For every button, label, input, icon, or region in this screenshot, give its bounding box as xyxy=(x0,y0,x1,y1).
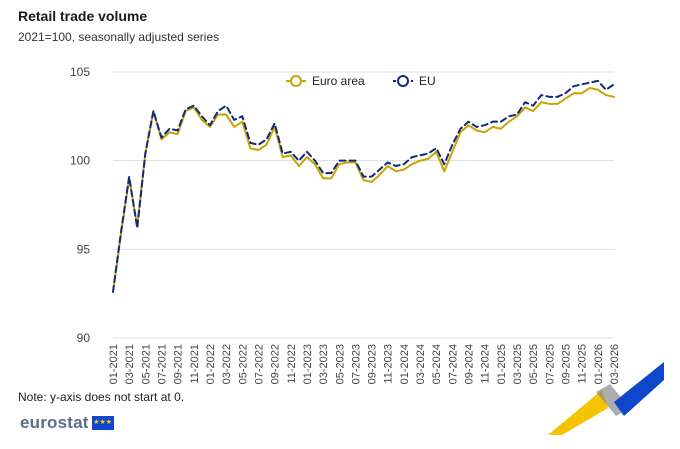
x-tick-label: 09-2024 xyxy=(464,344,476,384)
x-tick-label: 03-2024 xyxy=(415,344,427,384)
y-tick-label: 95 xyxy=(77,242,91,256)
x-tick-label: 03-2021 xyxy=(124,344,136,384)
y-tick-label: 100 xyxy=(70,154,90,168)
y-tick-label: 90 xyxy=(77,331,91,345)
x-tick-label: 07-2023 xyxy=(350,344,362,384)
x-tick-label: 11-2021 xyxy=(189,344,201,384)
x-tick-label: 11-2024 xyxy=(480,344,492,384)
x-tick-label: 11-2025 xyxy=(577,344,589,384)
legend-marker-circle xyxy=(397,75,409,87)
x-tick-label: 11-2022 xyxy=(286,344,298,384)
x-tick-label: 09-2023 xyxy=(367,344,379,384)
x-tick-label: 05-2021 xyxy=(140,344,152,384)
x-tick-label: 01-2025 xyxy=(496,344,508,384)
series-lines xyxy=(112,79,615,293)
logo-text: eurostat xyxy=(20,413,89,432)
x-tick-label: 03-2023 xyxy=(318,344,330,384)
x-tick-label: 11-2023 xyxy=(383,344,395,384)
x-tick-label: 09-2022 xyxy=(270,344,282,384)
legend: Euro area EU xyxy=(286,74,436,88)
x-tick-label: 07-2021 xyxy=(156,344,168,384)
eu-flag-icon: ★★★ xyxy=(91,416,114,430)
x-tick-label: 01-2021 xyxy=(108,344,120,384)
x-tick-label: 05-2023 xyxy=(334,344,346,384)
chart-title: Retail trade volume xyxy=(18,8,148,24)
legend-label: Euro area xyxy=(312,74,365,88)
series-line-eu xyxy=(112,79,615,293)
y-tick-label: 105 xyxy=(70,65,90,79)
x-tick-label: 01-2023 xyxy=(302,344,314,384)
eurostat-logo: eurostat ★★★ xyxy=(20,413,114,433)
series-line-euro-area xyxy=(112,86,615,293)
x-tick-label: 05-2024 xyxy=(431,344,443,384)
x-tick-label: 03-2026 xyxy=(609,344,621,384)
x-tick-label: 07-2024 xyxy=(447,344,459,384)
decorative-logo-graphic xyxy=(548,362,664,435)
x-tick-label: 09-2021 xyxy=(173,344,185,384)
x-tick-label: 01-2022 xyxy=(205,344,217,384)
x-tick-label: 05-2025 xyxy=(528,344,540,384)
y-tick-labels: 90 95 100 105 xyxy=(70,65,90,345)
legend-marker-circle xyxy=(290,75,302,87)
x-tick-label: 01-2026 xyxy=(593,344,605,384)
footnote: Note: y-axis does not start at 0. xyxy=(18,390,185,404)
x-tick-label: 01-2024 xyxy=(399,344,411,384)
x-tick-label: 03-2025 xyxy=(512,344,524,384)
x-tick-label: 07-2022 xyxy=(253,344,265,384)
gridlines xyxy=(113,71,614,339)
x-tick-labels: 01-2021 03-2021 05-2021 07-2021 09-2021 11-20… xyxy=(108,344,621,384)
chart-subtitle: 2021=100, seasonally adjusted series xyxy=(18,30,220,44)
x-tick-label: 05-2022 xyxy=(237,344,249,384)
x-tick-label: 03-2022 xyxy=(221,344,233,384)
x-tick-label: 09-2025 xyxy=(561,344,573,384)
x-tick-label: 07-2025 xyxy=(544,344,556,384)
legend-label: EU xyxy=(419,74,436,88)
